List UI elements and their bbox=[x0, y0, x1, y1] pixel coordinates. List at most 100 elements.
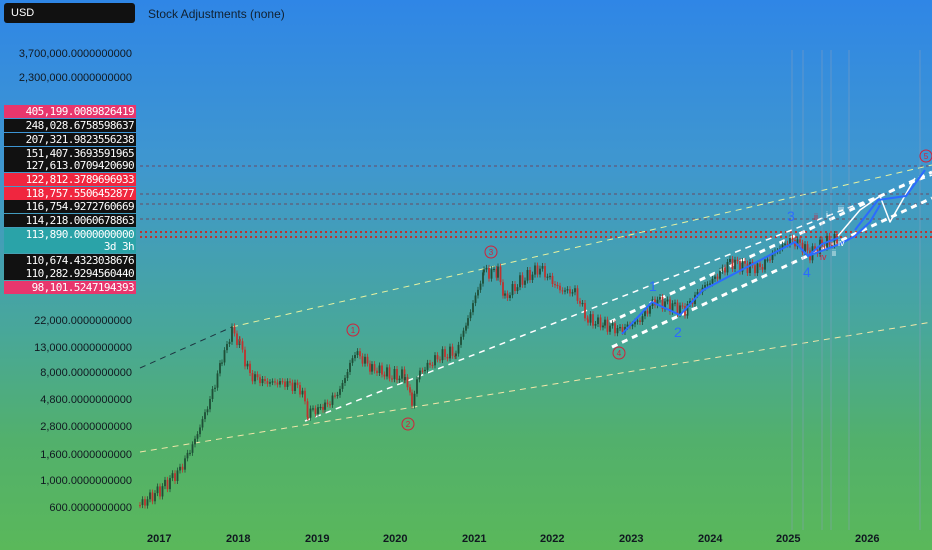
price-badge[interactable]: 118,757.5506452877 bbox=[4, 187, 136, 200]
price-axis-label: 1,000.0000000000 bbox=[40, 475, 132, 487]
candle-body bbox=[594, 324, 597, 326]
candle-body bbox=[644, 310, 646, 317]
candle-body bbox=[194, 438, 196, 445]
candle-body bbox=[465, 325, 467, 331]
price-badge[interactable]: 98,101.5247194393 bbox=[4, 281, 136, 294]
elliott-wave-path[interactable] bbox=[621, 169, 926, 335]
candle-body bbox=[754, 265, 756, 274]
candle-body bbox=[286, 381, 289, 387]
candle-body bbox=[344, 378, 346, 383]
candle-body bbox=[556, 284, 559, 287]
candle-body bbox=[761, 267, 764, 270]
candle-body bbox=[444, 349, 446, 357]
candle-body bbox=[488, 267, 490, 279]
candle-body bbox=[516, 287, 519, 292]
price-badge[interactable]: 248,028.6758598637 bbox=[4, 119, 136, 132]
candle-countdown-badge: 3d 3h bbox=[4, 240, 136, 253]
candle-body bbox=[482, 272, 484, 284]
time-axis-label: 2018 bbox=[226, 533, 251, 545]
price-badge[interactable]: 207,321.9823556238 bbox=[4, 133, 136, 146]
candle-body bbox=[196, 434, 199, 439]
candle-body bbox=[246, 363, 249, 367]
candle-body bbox=[493, 268, 495, 271]
currency-selector[interactable]: USD bbox=[4, 3, 135, 23]
candle-body bbox=[634, 321, 636, 325]
candle-body bbox=[406, 377, 409, 388]
candle-body bbox=[490, 269, 493, 279]
candle-body bbox=[236, 333, 238, 346]
candle-body bbox=[604, 319, 606, 326]
candle-body bbox=[639, 320, 641, 322]
price-badge[interactable]: 151,407.3693591965 bbox=[4, 147, 136, 160]
candle-body bbox=[381, 365, 383, 375]
candle-body bbox=[656, 299, 659, 306]
candle-body bbox=[386, 367, 388, 377]
candle-body bbox=[576, 288, 579, 301]
candle-body bbox=[279, 381, 281, 385]
candle-body bbox=[619, 327, 621, 329]
candle-body bbox=[154, 493, 156, 502]
candle-body bbox=[144, 499, 146, 506]
candle-body bbox=[571, 292, 574, 294]
price-axis-label: 3,700,000.0000000000 bbox=[18, 48, 132, 60]
price-badge[interactable]: 110,282.9294560440 bbox=[4, 267, 136, 280]
svg-text:i: i bbox=[826, 210, 828, 220]
time-axis-label: 2025 bbox=[776, 533, 801, 545]
candle-body bbox=[373, 364, 376, 371]
candle-body bbox=[649, 306, 651, 314]
candle-body bbox=[564, 290, 566, 292]
candle-body bbox=[574, 288, 576, 293]
candle-body bbox=[228, 341, 231, 344]
price-badge[interactable]: 122,812.3789696933 bbox=[4, 173, 136, 186]
candle-body bbox=[549, 275, 551, 278]
candle-body bbox=[581, 302, 584, 305]
candle-body bbox=[526, 270, 529, 281]
candle-body bbox=[221, 362, 223, 364]
candle-body bbox=[641, 316, 644, 322]
candle-body bbox=[804, 244, 806, 253]
svg-text:iv: iv bbox=[820, 252, 827, 262]
candle-body bbox=[724, 267, 726, 273]
candle-body bbox=[356, 351, 359, 355]
candle-body bbox=[746, 263, 749, 274]
price-badge[interactable]: 405,199.0089826419 bbox=[4, 105, 136, 118]
candle-body bbox=[351, 358, 354, 363]
price-badge[interactable]: 116,754.9272760669 bbox=[4, 200, 136, 213]
candle-body bbox=[339, 388, 341, 395]
price-axis-label: 4,800.0000000000 bbox=[40, 394, 132, 406]
candle-body bbox=[814, 246, 816, 250]
candle-body bbox=[561, 290, 564, 292]
candle-body bbox=[597, 317, 599, 325]
candle-body bbox=[831, 245, 833, 247]
svg-text:ii: ii bbox=[832, 248, 836, 258]
candle-body bbox=[434, 355, 436, 366]
candle-body bbox=[791, 237, 794, 240]
candle-body bbox=[231, 326, 233, 342]
candle-body bbox=[404, 377, 406, 381]
price-badge[interactable]: 110,674.4323038676 bbox=[4, 254, 136, 267]
candle-body bbox=[566, 289, 569, 291]
chart-toolbar: USD Stock Adjustments (none) bbox=[0, 0, 932, 26]
candle-body bbox=[823, 246, 826, 248]
price-badge[interactable]: 127,613.0709420690 bbox=[4, 159, 136, 172]
candle-body bbox=[726, 262, 729, 273]
candle-body bbox=[796, 239, 799, 247]
candle-body bbox=[611, 323, 614, 326]
trend-channels[interactable] bbox=[139, 164, 932, 453]
candle-body bbox=[284, 381, 286, 387]
candle-body bbox=[418, 376, 421, 380]
candle-body bbox=[139, 505, 141, 507]
candle-body bbox=[669, 299, 671, 312]
time-axis-label: 2020 bbox=[383, 533, 408, 545]
time-axis-label: 2024 bbox=[698, 533, 723, 545]
candle-body bbox=[424, 369, 426, 372]
candle-body bbox=[219, 363, 221, 374]
current-price-badge[interactable]: 113,890.0000000000 bbox=[4, 228, 136, 241]
candle-body bbox=[731, 258, 734, 270]
candle-body bbox=[457, 344, 460, 354]
candle-body bbox=[449, 346, 451, 359]
candle-body bbox=[254, 374, 256, 382]
price-badge[interactable]: 114,218.0060678863 bbox=[4, 214, 136, 227]
candle-body bbox=[467, 318, 469, 326]
